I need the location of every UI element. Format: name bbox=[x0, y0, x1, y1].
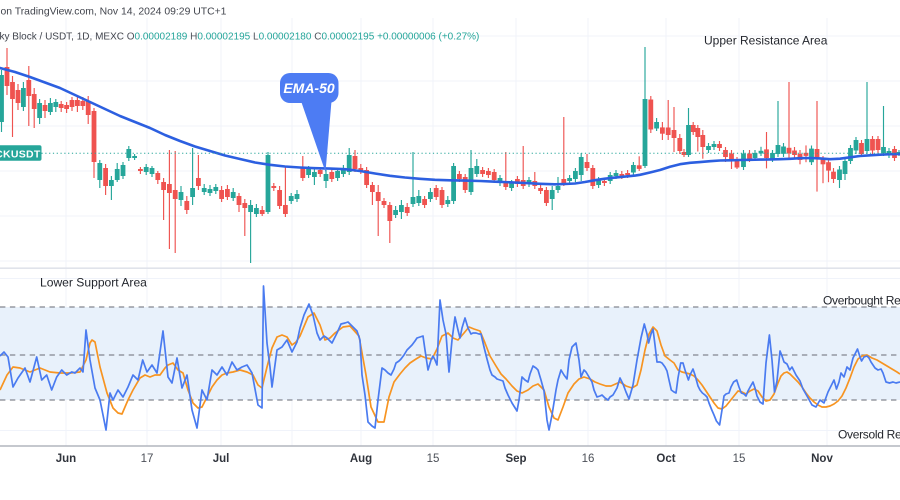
svg-text:Sep: Sep bbox=[505, 453, 526, 465]
svg-text:Overbought Resistance: Overbought Resistance bbox=[823, 294, 900, 308]
svg-text:EMA-50: EMA-50 bbox=[283, 80, 335, 96]
svg-text:Lower Support Area: Lower Support Area bbox=[40, 276, 147, 290]
svg-text:15: 15 bbox=[733, 453, 746, 465]
svg-text:Jun: Jun bbox=[56, 453, 76, 465]
svg-text:17: 17 bbox=[141, 453, 154, 465]
svg-text:16: 16 bbox=[582, 453, 595, 465]
svg-text:Oct: Oct bbox=[656, 453, 675, 465]
svg-text:on TradingView.com, Nov 14, 20: on TradingView.com, Nov 14, 2024 09:29 U… bbox=[1, 7, 227, 18]
svg-text:BLOCKUSDT: BLOCKUSDT bbox=[0, 148, 41, 160]
svg-text:ky Block / USDT, 1D, MEXC O0.: ky Block / USDT, 1D, MEXC O0.00002189 H0… bbox=[0, 32, 479, 43]
svg-text:15: 15 bbox=[427, 453, 440, 465]
svg-text:Nov: Nov bbox=[811, 453, 833, 465]
svg-text:Upper Resistance Area: Upper Resistance Area bbox=[704, 34, 828, 48]
svg-text:Oversold Resistance: Oversold Resistance bbox=[838, 428, 900, 442]
svg-text:Aug: Aug bbox=[350, 453, 372, 465]
svg-text:Jul: Jul bbox=[213, 453, 230, 465]
